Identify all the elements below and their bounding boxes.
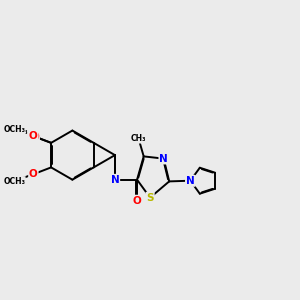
Text: N: N <box>111 175 119 185</box>
Text: O: O <box>29 169 38 179</box>
Text: O: O <box>30 132 39 142</box>
Text: OCH₃: OCH₃ <box>3 125 25 134</box>
Text: O: O <box>29 131 38 141</box>
Text: CH₃: CH₃ <box>131 134 146 143</box>
Text: N: N <box>186 176 195 186</box>
Text: O: O <box>133 196 141 206</box>
Text: N: N <box>159 154 168 164</box>
Text: N: N <box>186 176 195 186</box>
Text: S: S <box>146 193 154 202</box>
Text: OCH₃: OCH₃ <box>3 177 25 186</box>
Text: CH₃: CH₃ <box>12 127 29 136</box>
